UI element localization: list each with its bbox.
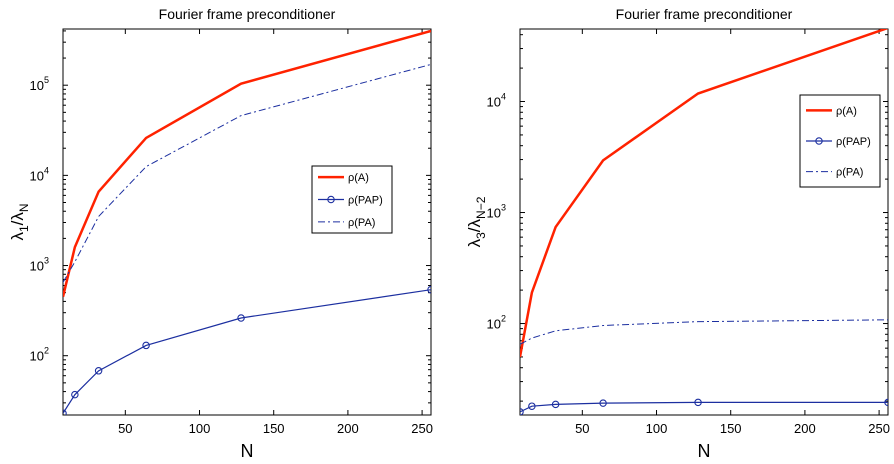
series-3 [520, 319, 888, 345]
series-line [63, 29, 431, 298]
legend-label: ρ(PAP) [348, 195, 383, 207]
series-2 [520, 398, 888, 415]
data-point [427, 285, 431, 294]
y-tick-label: 103 [487, 203, 506, 221]
series-line [520, 401, 888, 413]
data-point [528, 402, 536, 410]
series-line [63, 289, 431, 414]
x-tick-label: 200 [794, 421, 816, 436]
legend-label: ρ(PA) [836, 167, 863, 179]
x-axis-label: N [698, 441, 711, 461]
legend-label: ρ(PA) [348, 217, 375, 229]
series-2 [63, 285, 431, 415]
series-line [63, 63, 431, 283]
data-point [520, 408, 524, 415]
y-tick-label: 103 [30, 256, 49, 274]
data-point [63, 409, 67, 415]
series-line [520, 319, 888, 345]
data-point [884, 398, 888, 407]
legend-label: ρ(A) [836, 105, 857, 117]
plot-area-frame [519, 28, 889, 416]
y-tick-label: 104 [487, 92, 506, 110]
series-3 [63, 63, 431, 283]
data-point [94, 367, 103, 375]
x-axis: 50 100 150 200 250 [118, 29, 433, 436]
legend-marker [815, 137, 823, 145]
chart-panel-1: Fourier frame preconditioner 50 100 150 200 2… [8, 6, 433, 461]
plot-area-frame [62, 28, 432, 416]
y-axis: 102 103 104 105 [30, 30, 431, 404]
x-tick-label: 100 [189, 421, 211, 436]
legend-marker [327, 195, 335, 204]
y-tick-label: 102 [30, 346, 49, 364]
x-tick-label: 250 [411, 421, 433, 436]
x-tick-label: 50 [575, 421, 589, 436]
chart-title: Fourier frame preconditioner [159, 6, 336, 22]
data-point [551, 400, 560, 409]
y-axis: 102 103 104 [487, 34, 888, 402]
legend-label: ρ(PAP) [836, 136, 871, 148]
chart-panel-2: Fourier frame preconditioner 50 100 150 200 2… [465, 6, 890, 461]
data-point [142, 341, 150, 350]
x-tick-label: 50 [118, 421, 132, 436]
x-axis: 50 100 150 200 250 [575, 29, 890, 436]
chart-title: Fourier frame preconditioner [616, 6, 793, 22]
y-tick-label: 104 [30, 165, 49, 183]
series-1 [520, 29, 888, 358]
legend: ρ(A) ρ(PAP) ρ(PA) [311, 165, 393, 234]
y-axis-label: λ1/λN [8, 203, 31, 240]
series-line [520, 29, 888, 358]
x-tick-label: 100 [646, 421, 668, 436]
legend-label: ρ(A) [348, 172, 369, 184]
series-1 [63, 29, 431, 298]
y-tick-label: 105 [30, 75, 49, 93]
x-tick-label: 150 [720, 421, 742, 436]
data-point [599, 399, 607, 407]
data-point [237, 314, 245, 322]
legend: ρ(A) ρ(PAP) ρ(PA) [799, 94, 881, 188]
x-tick-label: 150 [263, 421, 285, 436]
data-point [71, 390, 79, 399]
x-axis-label: N [241, 441, 254, 461]
y-axis-label: λ3/λN−2 [465, 196, 488, 247]
y-tick-label: 102 [487, 314, 506, 332]
x-tick-label: 250 [868, 421, 890, 436]
data-point [694, 398, 702, 407]
x-tick-label: 200 [337, 421, 359, 436]
